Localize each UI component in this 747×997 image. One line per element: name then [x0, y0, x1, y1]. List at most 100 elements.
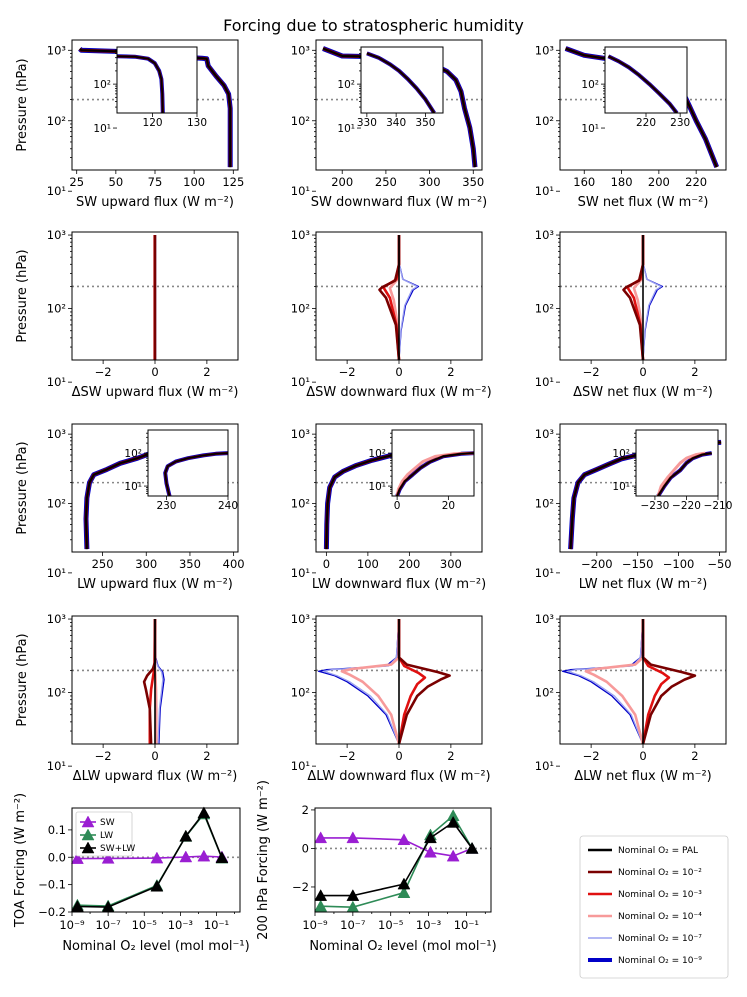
x-axis-label: ΔLW downward flux (W m⁻²): [307, 769, 490, 784]
y-tick-label: 10³: [47, 427, 67, 441]
y-axis-label: Pressure (hPa): [15, 633, 30, 726]
inset-lw_down: 0 20 10¹ 10²: [368, 429, 475, 512]
panel-lw_net: −200 −150 −100 −50 10¹ 10² 10³ −230 −220 −210 10¹ 1…: [535, 423, 732, 592]
y-tick-label: 10²: [581, 79, 599, 91]
x-tick-label: 200: [648, 175, 670, 189]
series-line-m7: [398, 234, 418, 360]
marker-SWLW: [215, 851, 229, 864]
inset-line-m4: [656, 451, 706, 496]
x-axis-label: SW net flux (W m⁻²): [578, 195, 709, 210]
y-tick-label: 10²: [47, 302, 66, 316]
inset-series: [366, 51, 436, 113]
series-line-PAL: [79, 48, 232, 168]
marker-SW: [70, 852, 84, 864]
panel-dsw_down: −2 0 2 10¹ 10² 10³ ΔSW downward flux (W m⁻²): [291, 228, 492, 400]
y-tick-label: 10²: [291, 497, 310, 511]
y-tick-label: 10¹: [47, 375, 66, 389]
legend-toa_forcing: SW LW SW+LW: [75, 811, 135, 857]
x-axis-label: ΔSW downward flux (W m⁻²): [306, 385, 491, 400]
x-tick-label: 2: [447, 365, 454, 379]
x-axis-label: ΔSW net flux (W m⁻²): [573, 385, 713, 400]
x-tick-label: 10⁻⁵: [132, 918, 158, 932]
y-tick-label: 10²: [47, 497, 66, 511]
x-tick-label: 10⁻⁹: [59, 918, 85, 932]
y-axis-label: Pressure (hPa): [15, 58, 30, 151]
marker-SWLW: [179, 829, 193, 842]
x-tick-label: 240: [218, 500, 238, 512]
panel-dsw_up: −2 0 2 10¹ 10² 10³ ΔSW upward flux (W m⁻²) Pres…: [15, 228, 239, 400]
y-tick-label: 10²: [93, 79, 111, 91]
inset-lw_up: 230 240 10¹ 10²: [124, 429, 238, 512]
legend-label-m3: Nominal O₂ = 10⁻³: [618, 890, 702, 900]
legend-marker-SWLW: [81, 841, 95, 854]
legend-label-m9: Nominal O₂ = 10⁻⁹: [618, 956, 702, 966]
x-tick-label: 300: [135, 557, 157, 571]
legend-label-m4: Nominal O₂ = 10⁻⁴: [618, 912, 702, 922]
y-tick-label: 10³: [47, 612, 67, 626]
x-tick-label: 220: [636, 117, 656, 129]
inset-frame: [360, 46, 444, 114]
series-group: [378, 234, 420, 360]
x-tick-label: −2: [583, 749, 600, 763]
panel-sw_up: 25 50 75 100 125 10¹ 10² 10³ 120 130 10¹ 10² SW upwa…: [15, 39, 244, 210]
inset-bg: [148, 430, 228, 496]
y-tick-label: 10²: [535, 686, 554, 700]
x-tick-label: 350: [462, 175, 484, 189]
marker-SW: [101, 851, 115, 864]
y-tick-label: 10³: [535, 228, 555, 242]
x-tick-label: 2: [691, 749, 698, 763]
y-tick-label: 10¹: [291, 375, 310, 389]
marker-SW: [197, 849, 211, 862]
series-group: [78, 46, 233, 168]
x-tick-label: 0: [395, 749, 402, 763]
x-tick-label: 130: [187, 117, 207, 129]
inset-line-PAL: [396, 452, 474, 496]
x-tick-label: 300: [440, 557, 462, 571]
inset-frame: [604, 46, 688, 114]
series-group: [153, 235, 157, 360]
x-tick-label: 125: [222, 175, 244, 189]
x-tick-label: 10⁻³: [168, 918, 194, 932]
y-tick-label: 10¹: [581, 123, 599, 135]
y-tick-label: 10²: [47, 114, 66, 128]
legend-label: SW+LW: [100, 844, 135, 854]
marker-LW: [397, 886, 411, 898]
y-tick-label: 10²: [368, 448, 386, 460]
y-tick-label: 10¹: [47, 566, 66, 580]
legend-marker-SW: [81, 815, 95, 828]
x-tick-label: 400: [223, 557, 245, 571]
x-tick-label: 10⁻⁹: [302, 918, 328, 932]
panel-sw_down: 200 250 300 350 10¹ 10² 10³ 330 340 350 10¹ 10² SW d…: [291, 39, 487, 210]
inset-sw_down: 330 340 350 10¹ 10²: [337, 46, 444, 135]
x-tick-label: −2: [339, 365, 356, 379]
x-tick-label: 2: [203, 749, 210, 763]
y-tick-label: 10²: [337, 79, 355, 91]
x-tick-label: 300: [419, 175, 441, 189]
x-tick-label: 230: [156, 500, 176, 512]
x-tick-label: 10⁻¹: [204, 918, 229, 932]
x-axis-label: SW upward flux (W m⁻²): [76, 195, 234, 210]
series-line-m4: [584, 619, 645, 744]
axes-frame: [559, 423, 727, 553]
x-tick-label: 0: [639, 749, 646, 763]
panel-dlw_net: −2 0 2 10¹ 10² 10³ ΔLW net flux (W m⁻²): [535, 612, 727, 784]
inset-frame: [147, 429, 229, 497]
y-tick-label: 10³: [291, 427, 311, 441]
inset-sw_net: 220 230 10¹ 10²: [581, 46, 690, 135]
x-tick-label: 180: [611, 175, 633, 189]
y-tick-label: 10¹: [291, 566, 310, 580]
x-tick-label: 330: [357, 117, 377, 129]
y-tick-label: 10¹: [535, 759, 554, 773]
y-tick-label: 10¹: [124, 481, 142, 493]
y-tick-label: −0.2: [38, 905, 66, 919]
inset-bg: [636, 430, 718, 496]
inset-series: [163, 451, 228, 496]
series-line-SW: [320, 837, 473, 857]
inset-line-PAL: [657, 452, 712, 496]
series-line-LW: [320, 814, 473, 909]
x-tick-label: −2: [583, 365, 600, 379]
x-tick-label: 0: [639, 365, 646, 379]
y-tick-label: 10²: [291, 114, 310, 128]
figure-title: Forcing due to stratospheric humidity: [223, 16, 524, 35]
y-axis-label: TOA Forcing (W m⁻²): [13, 793, 28, 928]
